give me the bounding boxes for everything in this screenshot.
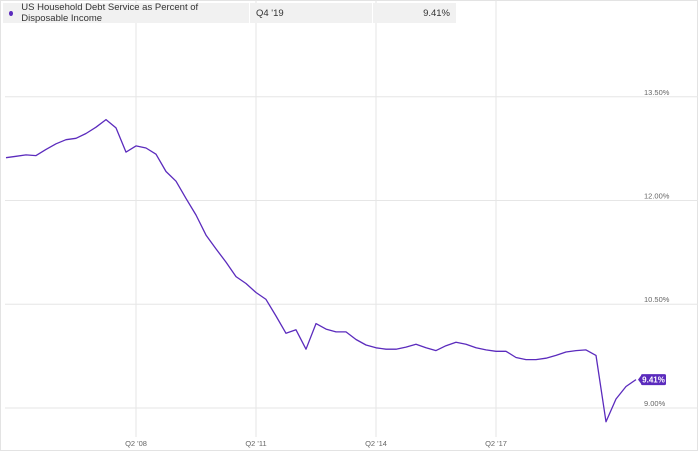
legend-series[interactable]: US Household Debt Service as Percent of …	[3, 2, 250, 24]
x-tick-label: Q2 '17	[485, 439, 507, 448]
y-tick-label: 9.00%	[644, 399, 666, 408]
y-tick-label: 10.50%	[644, 295, 670, 304]
x-tick-label: Q2 '08	[125, 439, 147, 448]
badge-pointer	[638, 375, 641, 384]
last-value-badge: 9.41%	[638, 374, 666, 386]
legend-period: Q4 '19	[250, 3, 373, 23]
badge-value-label: 9.41%	[642, 376, 665, 385]
legend-series-name: US Household Debt Service as Percent of …	[21, 2, 199, 24]
x-tick-label: Q2 '11	[245, 439, 266, 448]
x-tick-label: Q2 '14	[365, 439, 387, 448]
legend-value: 9.41%	[373, 3, 457, 23]
badge-background	[641, 374, 666, 386]
y-tick-label: 13.50%	[644, 88, 670, 97]
legend-bar: US Household Debt Service as Percent of …	[3, 2, 457, 24]
y-tick-label: 12.00%	[644, 192, 670, 201]
series-line	[5, 118, 637, 423]
circle-dot-icon	[9, 10, 14, 16]
